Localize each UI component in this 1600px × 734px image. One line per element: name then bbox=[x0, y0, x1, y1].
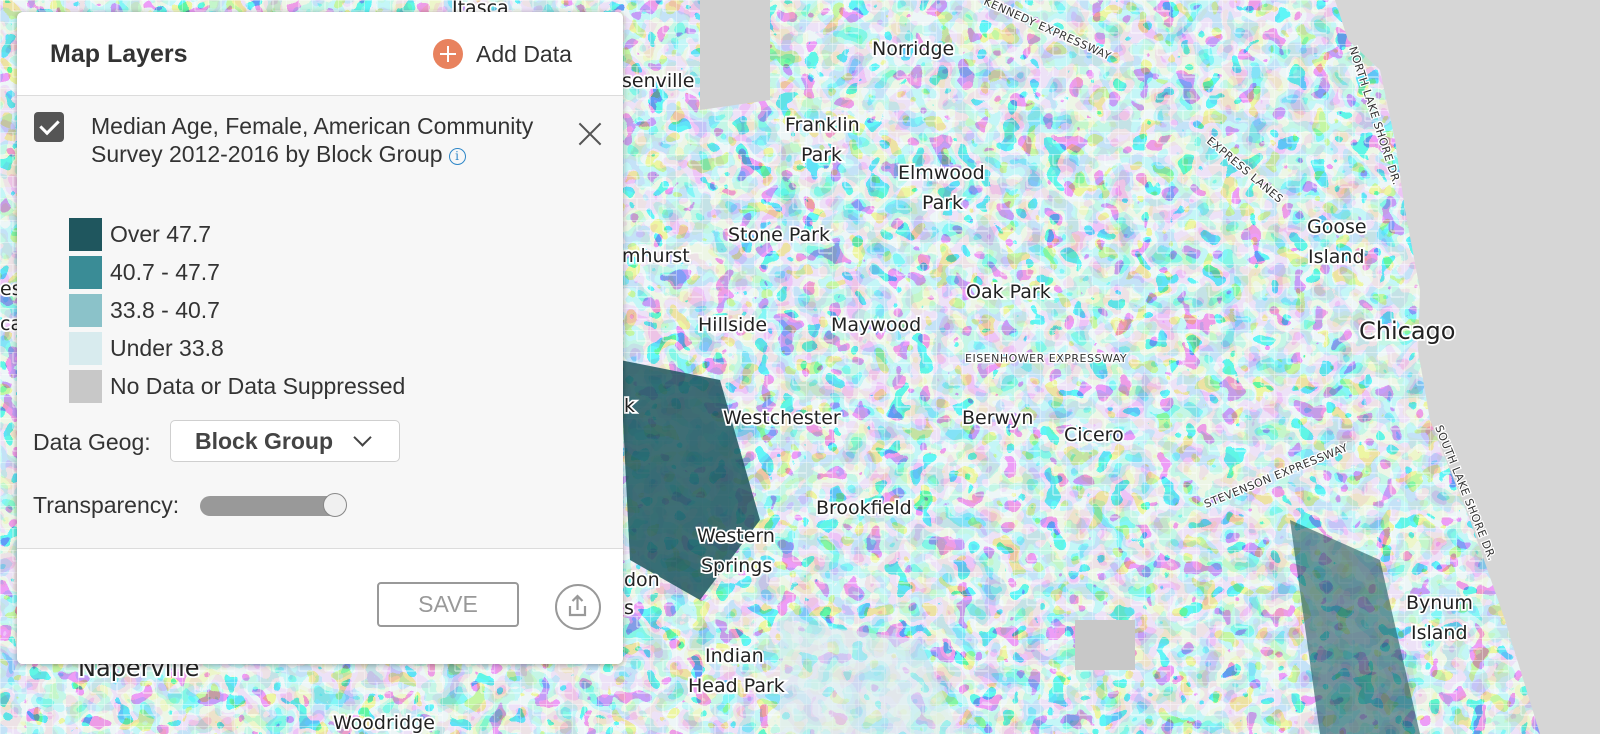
place-label: Chicago bbox=[1359, 317, 1455, 345]
map-layers-panel: Map Layers Add Data Median Age, Female, … bbox=[17, 12, 623, 664]
legend-label: 33.8 - 40.7 bbox=[110, 296, 220, 323]
place-label: mhurst bbox=[622, 245, 690, 267]
place-label: Franklin bbox=[785, 114, 860, 136]
data-geog-select[interactable]: Block Group bbox=[170, 420, 400, 462]
place-label: Goose bbox=[1307, 216, 1367, 238]
legend-item: Under 33.8 bbox=[69, 331, 224, 365]
legend-item: 33.8 - 40.7 bbox=[69, 293, 220, 327]
share-button[interactable] bbox=[555, 584, 601, 630]
place-label: Springs bbox=[701, 555, 772, 577]
place-label: don bbox=[624, 569, 660, 591]
place-label: Cicero bbox=[1064, 424, 1124, 446]
legend-item: Over 47.7 bbox=[69, 217, 211, 251]
plus-circle-icon bbox=[433, 39, 463, 69]
place-label: Western bbox=[697, 525, 775, 547]
share-icon bbox=[568, 594, 587, 617]
legend-label: No Data or Data Suppressed bbox=[110, 372, 406, 399]
layer-visibility-checkbox[interactable] bbox=[34, 112, 64, 142]
legend-label: Over 47.7 bbox=[110, 220, 211, 247]
place-label: Island bbox=[1411, 622, 1468, 644]
transparency-label: Transparency: bbox=[33, 492, 180, 518]
panel-header: Map Layers Add Data bbox=[17, 12, 623, 96]
legend-label: 40.7 - 47.7 bbox=[110, 258, 220, 285]
panel-footer: SAVE bbox=[17, 548, 623, 664]
place-label: senville bbox=[622, 70, 694, 92]
place-label: Maywood bbox=[831, 314, 921, 336]
legend-item: No Data or Data Suppressed bbox=[69, 369, 405, 403]
legend-item: 40.7 - 47.7 bbox=[69, 255, 220, 289]
close-icon[interactable] bbox=[575, 118, 605, 148]
place-label: Oak Park bbox=[966, 281, 1051, 303]
info-icon[interactable]: i bbox=[448, 148, 466, 165]
legend-swatch bbox=[69, 255, 102, 289]
save-button[interactable]: SAVE bbox=[377, 582, 519, 627]
place-label: s bbox=[624, 597, 634, 619]
place-label: Hillside bbox=[698, 314, 767, 336]
layer-title-text: Median Age, Female, American Community S… bbox=[91, 113, 534, 167]
legend-swatch bbox=[69, 369, 102, 403]
chevron-down-icon bbox=[353, 428, 372, 447]
place-label: Indian bbox=[705, 645, 764, 667]
legend-swatch bbox=[69, 293, 102, 327]
place-label: Park bbox=[922, 192, 963, 214]
panel-title: Map Layers bbox=[50, 40, 188, 68]
place-label: Brookfield bbox=[816, 497, 912, 519]
place-label: Bynum bbox=[1406, 592, 1473, 614]
place-label: Berwyn bbox=[962, 407, 1033, 429]
place-label: Stone Park bbox=[728, 224, 830, 246]
data-geog-label: Data Geog: bbox=[33, 429, 151, 455]
road-label: EISENHOWER EXPRESSWAY bbox=[965, 352, 1127, 365]
place-label: Woodridge bbox=[333, 712, 435, 734]
add-data-button[interactable]: Add Data bbox=[433, 38, 572, 70]
lake-michigan bbox=[1335, 0, 1600, 734]
place-label: Norridge bbox=[872, 38, 954, 60]
place-label: Island bbox=[1308, 246, 1365, 268]
transparency-slider[interactable] bbox=[200, 493, 347, 517]
legend-swatch bbox=[69, 331, 102, 365]
place-label: Head Park bbox=[688, 675, 785, 697]
place-label: Park bbox=[801, 144, 842, 166]
layer-title: Median Age, Female, American Community S… bbox=[91, 112, 561, 168]
place-label: k bbox=[624, 395, 635, 417]
transparency-slider-thumb[interactable] bbox=[323, 493, 347, 517]
legend-label: Under 33.8 bbox=[110, 334, 224, 361]
legend-swatch bbox=[69, 217, 102, 251]
add-data-label: Add Data bbox=[476, 40, 572, 67]
place-label: Westchester bbox=[723, 407, 841, 429]
place-label: Elmwood bbox=[898, 162, 985, 184]
data-geog-value: Block Group bbox=[195, 427, 334, 454]
